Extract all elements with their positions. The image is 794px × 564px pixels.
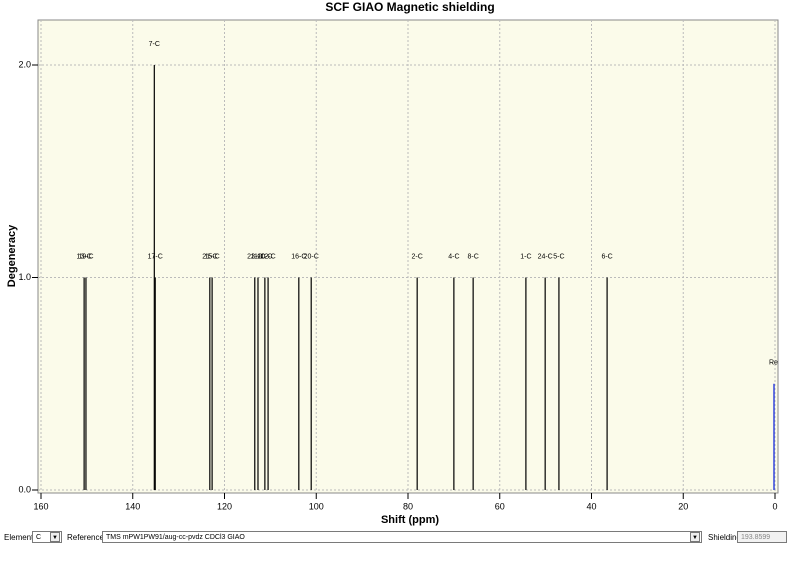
x-tick-label: 160 bbox=[33, 501, 48, 511]
peak-label: 21-C bbox=[202, 253, 217, 260]
y-tick-label: 1.0 bbox=[18, 272, 31, 282]
reference-dropdown[interactable]: ▼ bbox=[690, 532, 700, 542]
peak-label: 7-C bbox=[149, 41, 160, 48]
x-tick-label: 0 bbox=[772, 501, 777, 511]
x-tick-label: 20 bbox=[678, 501, 688, 511]
peak-label: 19-C bbox=[78, 253, 93, 260]
peak-label: 23-C bbox=[247, 253, 262, 260]
x-tick-label: 40 bbox=[586, 501, 596, 511]
peak-label: 20-C bbox=[304, 253, 319, 260]
x-axis-label: Shift (ppm) bbox=[381, 514, 439, 526]
peak-label: 12-C bbox=[260, 253, 275, 260]
reference-label: Reference: bbox=[67, 533, 107, 542]
peak-label: 4-C bbox=[448, 253, 459, 260]
y-tick-label: 2.0 bbox=[18, 59, 31, 69]
peak-label: 17-C bbox=[148, 253, 163, 260]
peak-label: 11-C bbox=[251, 253, 266, 260]
peak-label: 6-C bbox=[601, 253, 612, 260]
shielding-field: 193.8599 bbox=[737, 531, 787, 543]
x-tick-label: 120 bbox=[217, 501, 232, 511]
shielding-label: Shielding: bbox=[708, 533, 744, 542]
x-tick-label: 80 bbox=[403, 501, 413, 511]
x-tick-label: 60 bbox=[495, 501, 505, 511]
peak-label: 10-C bbox=[257, 253, 272, 260]
peak-label: 8-C bbox=[468, 253, 479, 260]
peak-label: 5-C bbox=[553, 253, 564, 260]
x-tick-label: 140 bbox=[125, 501, 140, 511]
peak-label: 2-C bbox=[412, 253, 423, 260]
element-dropdown[interactable]: ▼ bbox=[50, 532, 60, 542]
element-label: Element: bbox=[4, 533, 36, 542]
control-bar: Element: C ▼ Reference: TMS mPW1PW91/aug… bbox=[0, 530, 794, 546]
peak-label: 16-C bbox=[291, 253, 306, 260]
y-axis-label: Degeneracy bbox=[6, 224, 18, 287]
peak-label: 13-C bbox=[77, 253, 92, 260]
reference-select[interactable]: TMS mPW1PW91/aug-cc-pvdz CDCl3 GIAO bbox=[102, 531, 702, 543]
x-tick-label: 100 bbox=[309, 501, 324, 511]
peak-label: 1-C bbox=[520, 253, 531, 260]
peak-label: 24-C bbox=[538, 253, 553, 260]
chart: SCF GIAO Magnetic shielding Shift (ppm) … bbox=[5, 0, 779, 526]
peak-label: 15-C bbox=[205, 253, 220, 260]
chart-title: SCF GIAO Magnetic shielding bbox=[325, 0, 494, 14]
reference-label: Re bbox=[769, 360, 778, 367]
y-tick-label: 0.0 bbox=[18, 484, 31, 494]
